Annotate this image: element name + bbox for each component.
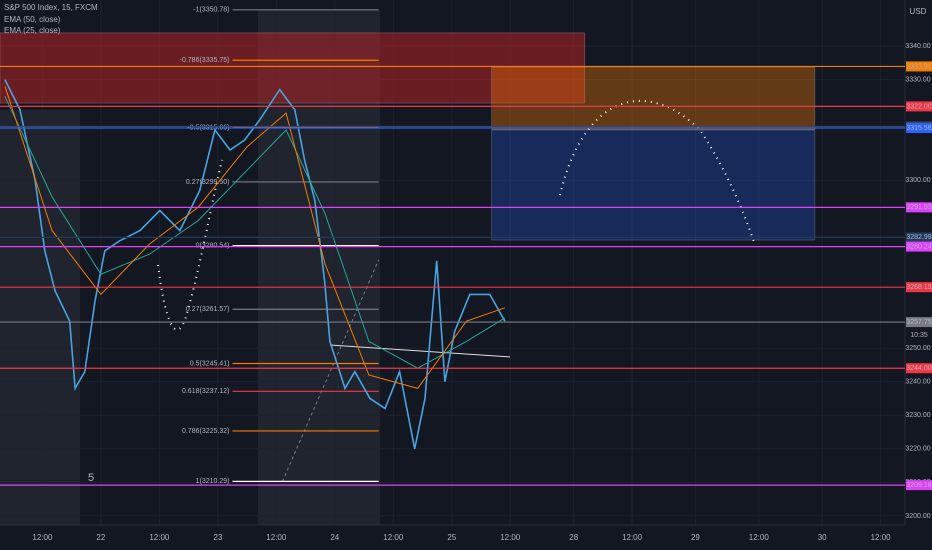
x-tick-label: 29 <box>691 533 700 542</box>
fib-diagonal <box>282 259 380 482</box>
price-tag-label: 3333.91 <box>906 63 931 70</box>
price-tag <box>906 241 932 252</box>
x-tick-label: 24 <box>330 533 339 542</box>
x-tick-label: 12:00 <box>383 533 404 542</box>
price-tag-label: 3244.00 <box>906 365 931 372</box>
x-tick-label: 23 <box>213 533 222 542</box>
x-tick-label: 12:00 <box>622 533 643 542</box>
fib-label: -1(3350.78) <box>193 7 229 14</box>
legend-entry: EMA (50, close) <box>4 15 61 24</box>
x-tick-label: 12:00 <box>749 533 770 542</box>
price-tag-label: 3280.24 <box>906 243 931 250</box>
x-tick-label: 22 <box>96 533 105 542</box>
price-tag <box>906 363 932 374</box>
y-tick-label: 3220.00 <box>905 446 930 453</box>
price-tag-label: 3209.18 <box>906 482 931 489</box>
fib-label: -0.786(3335.75) <box>180 57 230 64</box>
price-tag-label: 3315.56 <box>906 125 931 132</box>
x-tick-label: 12:00 <box>149 533 170 542</box>
countdown: 10:35 <box>910 332 928 339</box>
fib-label: 0.5(3245.41) <box>190 360 230 367</box>
price-line <box>4 79 506 449</box>
price-tag <box>906 123 932 134</box>
price-tag <box>906 232 932 243</box>
price-tag <box>906 480 932 491</box>
wave-marker: 5 <box>88 472 94 484</box>
zone <box>491 66 816 131</box>
price-tag-label: 3257.75 <box>906 319 931 326</box>
price-tag <box>906 282 932 293</box>
y-tick-label: 3330.00 <box>905 76 930 83</box>
trend-line <box>329 344 511 358</box>
fib-label: 0(3280.54) <box>196 242 230 249</box>
x-tick-label: 12:00 <box>500 533 521 542</box>
zone <box>0 32 586 104</box>
fib-label: 1(3210.29) <box>196 478 230 485</box>
ema-line <box>4 96 506 369</box>
price-tag <box>906 61 932 72</box>
chart-title: S&P 500 Index, 15, FXCM <box>4 3 98 12</box>
price-tag-label: 3291.93 <box>906 204 931 211</box>
price-tag-label: 3322.00 <box>906 103 931 110</box>
x-tick-label: 28 <box>569 533 578 542</box>
fib-label: 0.786(3225.32) <box>182 428 229 435</box>
y-tick-label: 3200.00 <box>905 513 930 520</box>
y-tick-label: 3250.00 <box>905 345 930 352</box>
x-tick-label: 12:00 <box>32 533 53 542</box>
session-shade <box>0 110 80 525</box>
x-tick-label: 25 <box>447 533 456 542</box>
currency: USD <box>910 7 927 16</box>
price-tag <box>906 202 932 213</box>
x-tick-label: 30 <box>818 533 827 542</box>
y-tick-label: 3240.00 <box>905 379 930 386</box>
price-tag-label: 3282.99 <box>906 234 931 241</box>
price-tag-label: 3268.15 <box>906 284 931 291</box>
x-tick-label: 12:00 <box>266 533 287 542</box>
legend-entry: EMA (25, close) <box>4 26 61 35</box>
fib-label: 0.27(3261.57) <box>186 306 230 313</box>
price-tag <box>906 317 932 328</box>
y-tick-label: 3300.00 <box>905 177 930 184</box>
price-tag <box>906 101 932 112</box>
fib-label: 0.27(3299.50) <box>186 179 230 186</box>
y-tick-label: 3230.00 <box>905 412 930 419</box>
ema-line <box>4 86 506 389</box>
zone <box>491 129 816 241</box>
x-tick-label: 12:00 <box>871 533 892 542</box>
y-tick-label: 3340.00 <box>905 43 930 50</box>
fib-label: 0.618(3237.12) <box>182 388 229 395</box>
